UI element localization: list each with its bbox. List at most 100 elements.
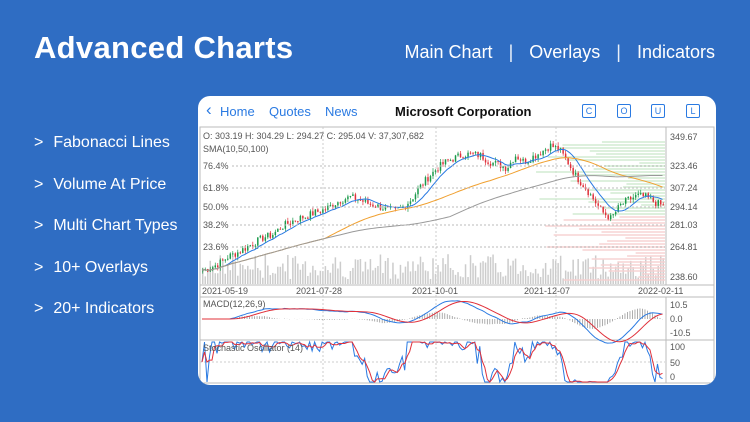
volume-bar: [524, 270, 527, 284]
price-tick: 264.81: [670, 242, 698, 252]
candle: [394, 207, 397, 209]
volume-bar: [544, 262, 547, 284]
volume-at-price-bar: [607, 240, 665, 242]
volume-bar: [329, 272, 332, 284]
volume-bar: [312, 265, 314, 284]
candle: [314, 209, 317, 216]
volume-bar: [469, 255, 472, 284]
candle: [372, 204, 374, 207]
nav-main-chart[interactable]: Main Chart: [404, 42, 493, 62]
nav-overlays[interactable]: Overlays: [529, 42, 601, 62]
volume-bar: [207, 269, 209, 284]
candle: [637, 193, 639, 195]
volume-bar: [294, 256, 297, 284]
overlays-button[interactable]: O: [617, 104, 631, 118]
volume-at-price-bar: [553, 234, 665, 236]
volume-bar: [274, 273, 277, 284]
candle: [522, 158, 524, 161]
volume-bar: [392, 262, 394, 284]
volume-bar: [292, 257, 294, 284]
nav-indicators[interactable]: Indicators: [636, 42, 715, 62]
candle: [262, 235, 264, 241]
volume-bar: [254, 255, 257, 284]
volume-bar: [307, 275, 309, 284]
volume-bar: [602, 259, 604, 284]
volume-bar: [477, 277, 479, 284]
top-nav: Main Chart | Overlays | Indicators: [405, 42, 715, 63]
candle: [257, 237, 259, 246]
candle: [229, 253, 232, 259]
volume-bar: [632, 267, 634, 284]
volume-bar: [537, 273, 539, 284]
volume-bar: [332, 263, 334, 284]
volume-bar: [444, 264, 447, 284]
volume-bar: [584, 259, 587, 284]
candle: [529, 161, 532, 163]
candle: [217, 265, 219, 268]
feature-list: > Fabonacci Lines > Volume At Price > Multi…: [34, 134, 178, 342]
feature-item: >10+ Overlays: [34, 258, 149, 276]
volume-at-price-bar: [611, 222, 665, 224]
sma-label: SMA(10,50,100): [203, 144, 269, 154]
candle: [274, 231, 277, 236]
candle: [349, 195, 352, 197]
candle: [219, 259, 222, 268]
candle: [644, 193, 647, 197]
candle: [227, 258, 229, 260]
volume-at-price-bar: [601, 141, 665, 143]
volume-bar: [512, 260, 514, 284]
home-link[interactable]: Home: [220, 104, 255, 119]
candle: [242, 248, 244, 253]
volume-bar: [359, 259, 362, 284]
chart-frame: [199, 126, 715, 384]
candle: [659, 200, 662, 205]
news-link[interactable]: News: [325, 104, 358, 119]
candle: [462, 157, 464, 159]
candle: [302, 215, 304, 219]
candle: [444, 159, 447, 165]
volume-bar: [299, 269, 302, 284]
candle: [437, 170, 439, 172]
volume-bar: [549, 268, 552, 284]
volume-at-price-bar: [572, 213, 665, 215]
volume-bar: [589, 272, 592, 284]
candle: [339, 202, 342, 204]
chevron-left-icon[interactable]: ‹: [206, 100, 212, 119]
feature-item: > Volume At Price: [34, 175, 167, 193]
candle: [454, 155, 457, 162]
feature-item: >20+ Indicators: [34, 300, 155, 317]
stoch-d-line: [201, 341, 663, 383]
candle: [492, 162, 494, 166]
volume-bar: [489, 257, 492, 284]
lower-indicator-button[interactable]: L: [686, 104, 700, 118]
quotes-link[interactable]: Quotes: [269, 104, 311, 119]
volume-bar: [309, 272, 312, 284]
volume-bar: [592, 266, 594, 284]
volume-bar: [597, 278, 599, 284]
volume-bar: [324, 266, 327, 284]
volume-bar: [439, 271, 442, 284]
candle: [517, 156, 519, 160]
candle: [427, 177, 429, 182]
chart-type-button[interactable]: C: [582, 104, 596, 118]
volume-bar: [214, 273, 217, 284]
candle: [604, 212, 607, 216]
candle: [424, 177, 427, 186]
volume-bar: [262, 277, 264, 284]
candle: [587, 189, 589, 196]
candle: [484, 159, 487, 163]
volume-at-price-bar: [582, 249, 665, 251]
volume-bar: [459, 276, 462, 284]
volume-bar: [349, 271, 352, 284]
volume-bar: [619, 272, 622, 284]
volume-bar: [567, 271, 569, 284]
candle: [627, 196, 629, 199]
candle: [482, 152, 484, 160]
candle: [214, 265, 217, 268]
upper-indicator-button[interactable]: U: [651, 104, 665, 118]
stock-chart[interactable]: O: 303.19 H: 304.29 L: 294.27 C: 295.04 …: [198, 96, 716, 385]
candle: [374, 206, 377, 208]
candle: [574, 172, 577, 175]
app-window: ‹ Home Quotes News Microsoft Corporation…: [198, 96, 716, 385]
volume-bar: [494, 263, 497, 284]
